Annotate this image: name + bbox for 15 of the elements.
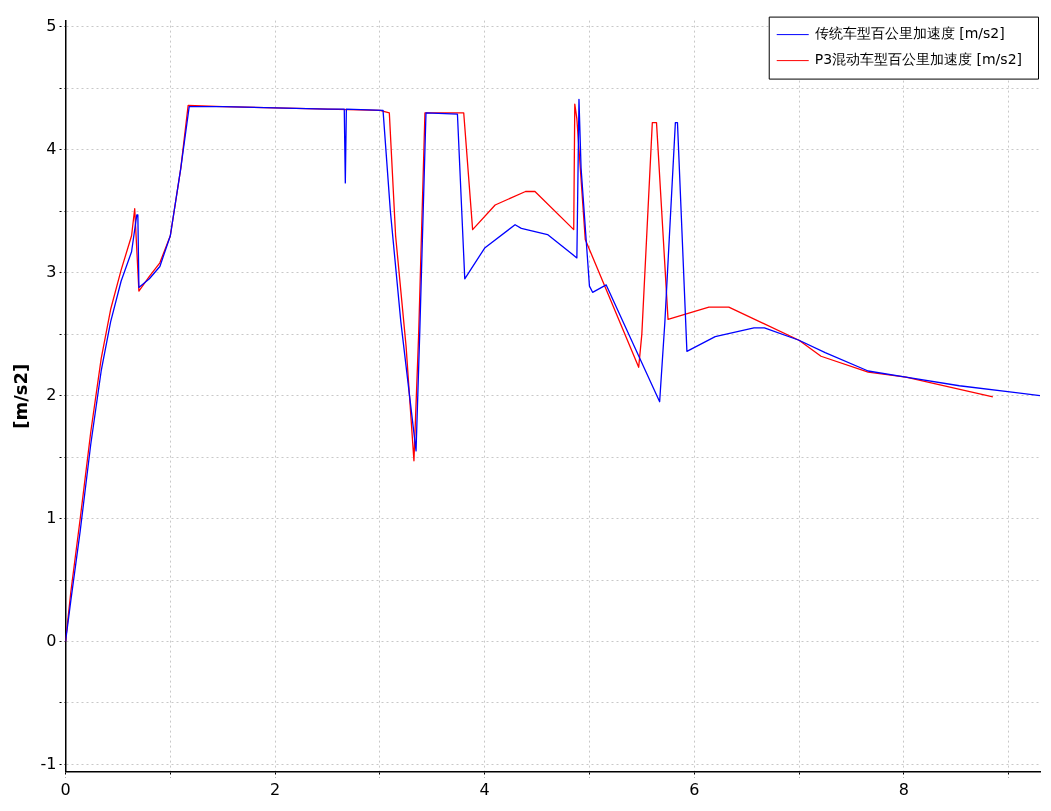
x-tick-label: 0	[60, 779, 71, 799]
y-tick-label: 3	[46, 261, 57, 281]
legend-label: 传统车型百公里加速度 [m/s2]	[814, 25, 1005, 42]
y-tick-label: -1	[40, 753, 57, 773]
y-tick-label: 1	[46, 507, 57, 527]
x-tick-label: 2	[270, 779, 281, 799]
x-tick-label: 4	[479, 779, 490, 799]
legend-label: P3混动车型百公里加速度 [m/s2]	[814, 51, 1022, 68]
y-axis-title: [m/s2]	[10, 363, 32, 429]
x-tick-label: 6	[689, 779, 700, 799]
y-tick-label: 2	[46, 384, 57, 404]
y-tick-label: 0	[46, 630, 57, 650]
y-tick-label: 4	[46, 138, 57, 158]
y-tick-label: 5	[46, 15, 57, 35]
x-tick-label: 8	[898, 779, 909, 799]
